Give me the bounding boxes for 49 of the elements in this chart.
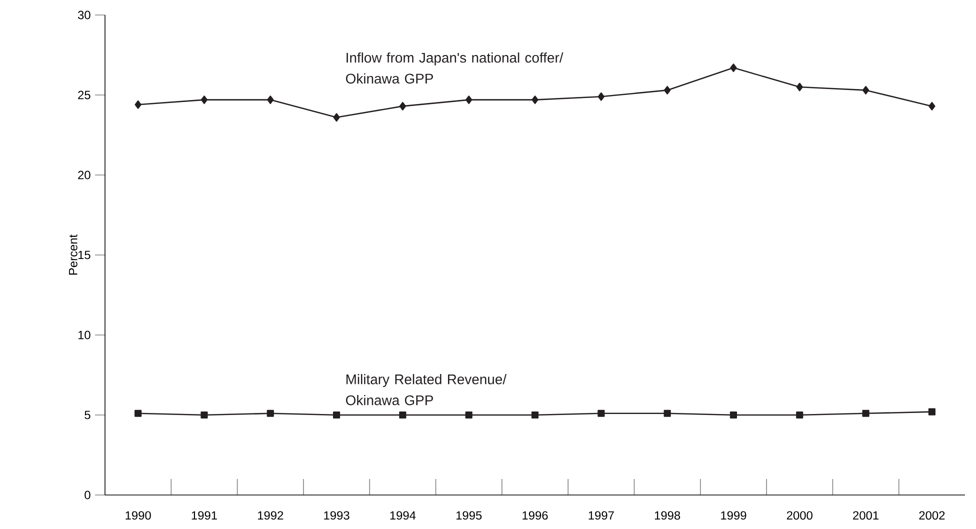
y-tick-label: 10 [78, 330, 90, 340]
point [333, 411, 340, 419]
series-label: Inflow from Japan's national coffer/ Okinawa GPP [346, 52, 564, 84]
point [598, 92, 604, 101]
point [532, 96, 538, 104]
point [134, 100, 142, 109]
point [399, 411, 406, 419]
point [200, 411, 208, 419]
x-tick-label: 1991 [192, 511, 217, 520]
point [862, 86, 870, 94]
point [862, 410, 870, 417]
point [465, 411, 472, 419]
y-axis-title: Percent [69, 234, 78, 275]
y-tick-label: 0 [84, 490, 90, 500]
point [796, 411, 804, 419]
y-tick-label: 5 [84, 410, 90, 420]
x-tick-label: 1993 [324, 511, 350, 520]
x-tick-label: 1996 [522, 511, 548, 520]
point [730, 64, 737, 72]
x-tick-label: 1999 [721, 511, 746, 520]
point [134, 410, 142, 417]
x-tick-label: 2001 [853, 511, 878, 520]
x-tick-label: 1992 [258, 511, 284, 520]
x-tick-label: 2000 [786, 511, 812, 520]
x-tick-label: 1995 [456, 511, 482, 520]
y-tick-label: 30 [78, 10, 90, 20]
x-tick-label: 1990 [126, 511, 151, 520]
x-tick-label: 2002 [919, 511, 945, 520]
point [664, 86, 671, 94]
point [399, 102, 406, 110]
point [796, 82, 803, 92]
point [598, 410, 605, 417]
x-tick-label: 1994 [390, 511, 416, 520]
point [531, 411, 539, 419]
point [200, 96, 208, 104]
point [266, 410, 274, 417]
y-tick-label: 25 [78, 90, 90, 100]
point [267, 96, 274, 104]
y-tick-label: 20 [78, 170, 90, 180]
point [664, 410, 671, 417]
point [928, 408, 936, 416]
y-tick-label: 15 [78, 250, 90, 260]
x-tick-label: 1997 [588, 511, 614, 520]
point [466, 96, 472, 104]
series-label: Military Related Revenue/ Okinawa GPP [346, 374, 507, 406]
point [730, 411, 738, 419]
x-tick-label: 1998 [654, 511, 680, 520]
point [928, 102, 936, 110]
point [333, 113, 340, 122]
